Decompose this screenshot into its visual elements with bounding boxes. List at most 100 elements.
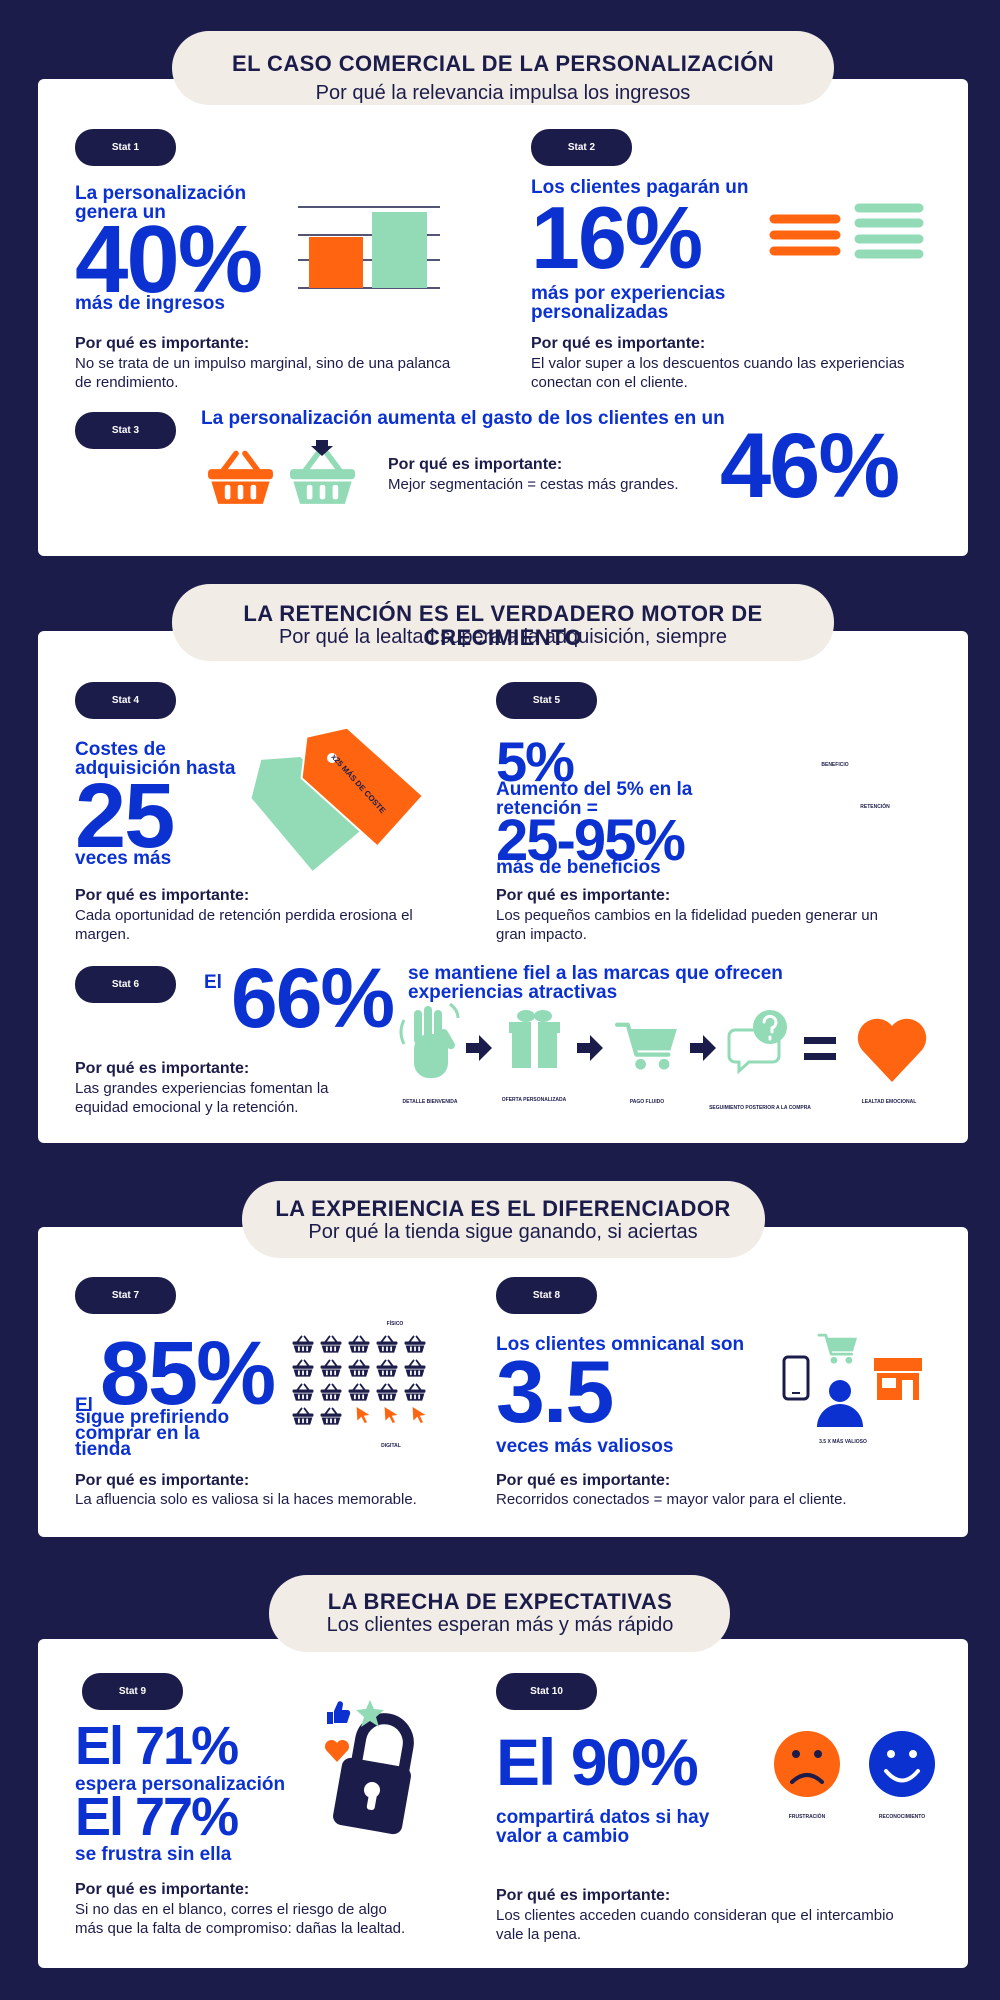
title-pills-part (172, 31, 834, 105)
journey-icons-part (804, 1053, 836, 1060)
omnichannel-icons-part (902, 1380, 913, 1400)
journey-icons-part-part (466, 1035, 492, 1061)
stat-figure: El 71% (75, 1716, 239, 1776)
journey-icons-part-part (440, 1029, 455, 1050)
lock-icon-part (366, 1791, 377, 1811)
badges-part (75, 682, 176, 719)
journey-icons-part-part (424, 1006, 432, 1040)
stat-figure: 85% (100, 1324, 276, 1424)
journey-icons-part-part (534, 1010, 552, 1022)
journey-icons-part-part (517, 1010, 535, 1022)
journey-icons-part (753, 1010, 787, 1044)
why-text: Mejor segmentación = cestas más grandes. (388, 476, 679, 493)
journey-icons-part (762, 1014, 778, 1041)
icon-label: DETALLE BIENVENIDA (402, 1099, 458, 1105)
title-pills-part (269, 1575, 730, 1652)
face-icons-part (909, 1750, 917, 1758)
why-heading: Por qué es importante: (496, 887, 671, 904)
section-title: EL CASO COMERCIAL DE LA PERSONALIZACIÓN (232, 51, 774, 76)
why-heading: Por qué es importante: (496, 1472, 671, 1489)
section-title: LA RETENCIÓN ES EL VERDADERO MOTOR DE CR… (243, 601, 763, 650)
stripes-illustration (769, 203, 924, 259)
badges (75, 129, 632, 1710)
badges-part (82, 1673, 183, 1710)
why-text: Recorridos conectados = mayor valor para… (496, 1491, 847, 1508)
bar-illustration-part (309, 237, 363, 288)
journey-icons (399, 1002, 927, 1082)
face-icons (774, 1731, 935, 1797)
stat-figure: 25-95% (496, 808, 686, 873)
omnichannel-icons-part (817, 1404, 863, 1427)
journey-icons-part (804, 1037, 836, 1044)
why-text: Si no das en el blanco, corres el riesgo… (75, 1901, 406, 1937)
stat-tail: se mantiene fiel a las marcas que ofrece… (408, 963, 783, 1003)
journey-icons-part-part (577, 1035, 603, 1061)
cards-part (38, 79, 968, 556)
why-text: Las grandes experiencias fomentan la equ… (75, 1080, 329, 1116)
stat-figure: 16% (531, 188, 703, 287)
badges-part (496, 682, 597, 719)
why-text: Los pequeños cambios en la fidelidad pue… (496, 907, 878, 943)
face-icons-part (792, 1750, 800, 1758)
journey-icons-part (414, 1006, 455, 1078)
why-text: El valor super a los descuentos cuando l… (531, 355, 905, 391)
stat-tail: más de beneficios (496, 857, 661, 878)
stat-badge: Stat 1 (111, 142, 140, 153)
stat-figure: 66% (231, 951, 395, 1045)
icon-label: SEGUIMIENTO POSTERIOR A LA COMPRA (709, 1105, 811, 1111)
icon-label: FRUSTRACIÓN (788, 1814, 826, 1820)
icon-label: 3.5 X MÁS VALIOSO (819, 1439, 867, 1445)
section-subtitle: Los clientes esperan más y más rápido (326, 1614, 674, 1636)
stat-figure: El 90% (496, 1725, 699, 1799)
stat-tail: más de ingresos (75, 293, 225, 314)
stat-tail: veces más valiosos (496, 1436, 674, 1457)
journey-icons-part (399, 1002, 460, 1045)
omnichannel-icons-part (874, 1358, 922, 1371)
badges-part (75, 412, 176, 449)
face-icons-part (790, 1773, 824, 1784)
stat-lead: Los clientes omnicanal son (496, 1334, 745, 1355)
section-subtitle: Por qué la relevancia impulsa los ingres… (315, 82, 691, 104)
stat-badge: Stat 5 (532, 695, 561, 706)
stat-figure: 25 (75, 765, 175, 867)
lock-icon-part (324, 1739, 350, 1762)
face-icons-part (869, 1731, 935, 1797)
price-tags (251, 726, 425, 871)
why-heading: Por qué es importante: (75, 1060, 250, 1077)
why-text: La afluencia solo es valiosa si la haces… (75, 1491, 417, 1508)
journey-icons-part (466, 1035, 716, 1061)
badges-part (496, 1673, 597, 1710)
icon-label: BENEFICIO (821, 762, 849, 768)
section-subtitle: Por qué la tienda sigue ganando, si acie… (308, 1221, 698, 1243)
why-heading: Por qué es importante: (496, 1887, 671, 1904)
stat-figure: 46% (720, 415, 900, 517)
journey-icons-part (857, 1018, 927, 1082)
icon-label: RECONOCIMIENTO (878, 1814, 926, 1820)
icon-label: OFERTA PERSONALIZADA (501, 1097, 567, 1103)
omnichannel-icons-part (829, 1380, 851, 1402)
stat-figure: 40% (75, 206, 263, 313)
title-pills (172, 31, 834, 1652)
stat-lead: espera personalización (75, 1774, 286, 1795)
badges-part (75, 966, 176, 1003)
icon-label: RETENCIÓN (860, 804, 890, 810)
section-title: LA EXPERIENCIA ES EL DIFERENCIADOR (275, 1196, 731, 1221)
icon-label: DIGITAL (381, 1443, 401, 1449)
stat-tail: compartirá datos si hay valor a cambio (496, 1807, 710, 1847)
why-heading: Por qué es importante: (388, 456, 563, 473)
why-heading: Por qué es importante: (531, 335, 706, 352)
why-text: Cada oportunidad de retención perdida er… (75, 907, 413, 943)
cards-part (38, 1639, 968, 1968)
badges-part (75, 129, 176, 166)
stat-badge: Stat 3 (111, 425, 140, 436)
stat-figure: 3.5 (496, 1342, 614, 1441)
cards (38, 79, 968, 1968)
lock-icon-part (327, 1701, 351, 1724)
face-icons-part (774, 1731, 840, 1797)
stat-badge: Stat 6 (111, 979, 140, 990)
cards-part (38, 1227, 968, 1537)
journey-icons-part (531, 1022, 538, 1068)
icon-label: PAGO FLUIDO (629, 1099, 665, 1105)
why-heading: Por qué es importante: (75, 1881, 250, 1898)
